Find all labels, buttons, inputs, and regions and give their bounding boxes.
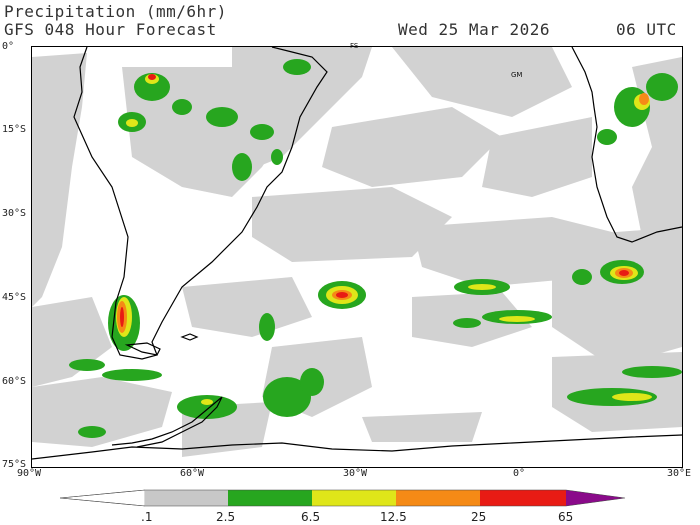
lat-label-30s: 30°S <box>2 208 27 219</box>
lon-label-60w: 60°W <box>180 468 205 479</box>
colorbar-outline <box>59 489 626 507</box>
lat-label-45s: 45°S <box>2 292 27 303</box>
colorbar-seg-0 <box>59 489 146 507</box>
colorbar-seg-2 <box>228 490 312 506</box>
light-precip-areas <box>32 47 682 457</box>
antarctica-coast <box>32 434 682 460</box>
intense-precip-areas <box>117 74 649 333</box>
south-america-coast <box>73 47 328 360</box>
colorbar <box>59 489 626 507</box>
legend-label-3: 12.5 <box>380 510 407 524</box>
colorbar-seg-5 <box>480 490 566 506</box>
precipitation-map <box>31 46 683 468</box>
colorbar-seg-4 <box>396 490 480 506</box>
lat-label-75s: 75°S <box>2 459 27 470</box>
colorbar-seg-6 <box>566 490 625 506</box>
lon-label-30w: 30°W <box>343 468 368 479</box>
legend-label-5: 65 <box>558 510 574 524</box>
lat-label-15s: 15°S <box>2 124 27 135</box>
map-canvas <box>32 47 682 460</box>
valid-time: 06 UTC <box>616 20 677 39</box>
colorbar-seg-3 <box>312 490 396 506</box>
falklands <box>180 333 199 341</box>
coastlines <box>32 47 682 460</box>
africa-coast <box>571 47 682 243</box>
legend-label-4: 25 <box>471 510 487 524</box>
lat-label-60s: 60°S <box>2 376 27 387</box>
lon-label-30e: 30°E <box>667 468 692 479</box>
moderate-precip-areas <box>69 59 682 438</box>
map-title: Precipitation (mm/6hr) <box>4 2 227 21</box>
lat-label-0: 0° <box>2 41 15 52</box>
antarctic-peninsula <box>111 396 223 448</box>
valid-date: Wed 25 Mar 2026 <box>398 20 550 39</box>
station-label-gm: GM <box>511 71 523 79</box>
legend-label-0: .1 <box>141 510 153 524</box>
colorbar-seg-1 <box>145 490 228 506</box>
station-label-fs: FS <box>350 42 359 50</box>
legend-label-2: 6.5 <box>301 510 321 524</box>
lon-label-90w: 90°W <box>17 468 42 479</box>
map-subtitle: GFS 048 Hour Forecast <box>4 20 217 39</box>
legend-label-1: 2.5 <box>216 510 236 524</box>
lon-label-0: 0° <box>513 468 526 479</box>
tierra-del-fuego <box>124 342 161 356</box>
